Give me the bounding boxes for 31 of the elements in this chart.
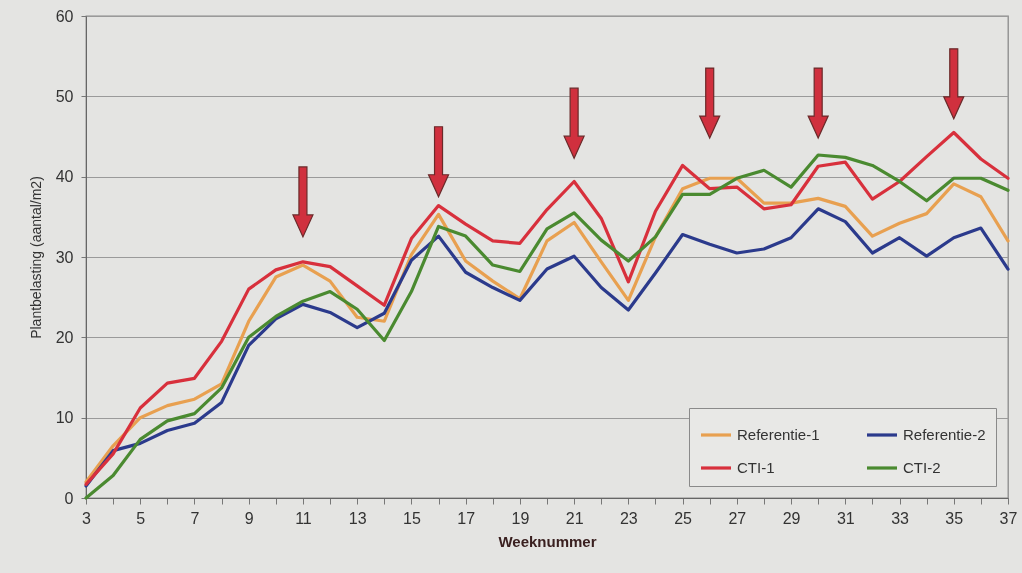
x-tick-label: 9 bbox=[244, 509, 254, 527]
x-axis-title: Weeknummer bbox=[498, 532, 597, 550]
x-tick-label: 5 bbox=[136, 509, 146, 527]
x-tick-label: 23 bbox=[619, 509, 638, 527]
y-tick-label: 10 bbox=[55, 409, 74, 427]
y-tick-label: 60 bbox=[55, 7, 74, 25]
x-tick-label: 3 bbox=[82, 509, 92, 527]
legend-label: Referentie-1 bbox=[737, 426, 820, 443]
y-tick-label: 0 bbox=[64, 489, 74, 507]
y-axis-title: Plantbelasting (aantal/m2) bbox=[27, 176, 44, 339]
y-tick-label: 30 bbox=[55, 248, 74, 266]
y-tick-label: 50 bbox=[55, 87, 74, 105]
y-tick-label: 20 bbox=[55, 328, 74, 346]
legend-label: Referentie-2 bbox=[903, 426, 986, 443]
x-tick-label: 13 bbox=[348, 509, 367, 527]
x-tick-label: 35 bbox=[945, 509, 964, 527]
legend-label: CTI-1 bbox=[737, 459, 775, 476]
x-tick-label: 31 bbox=[836, 509, 855, 527]
x-tick-label: 21 bbox=[565, 509, 584, 527]
y-tick-label: 40 bbox=[55, 168, 74, 186]
x-tick-label: 37 bbox=[999, 509, 1018, 527]
x-tick-label: 15 bbox=[403, 509, 421, 527]
legend-label: CTI-2 bbox=[903, 459, 941, 476]
x-tick-label: 27 bbox=[728, 509, 747, 527]
x-tick-label: 11 bbox=[295, 509, 312, 527]
x-tick-label: 33 bbox=[891, 509, 910, 527]
x-tick-label: 7 bbox=[190, 509, 200, 527]
x-tick-label: 17 bbox=[457, 509, 476, 527]
x-tick-label: 19 bbox=[511, 509, 530, 527]
x-tick-label: 29 bbox=[782, 509, 801, 527]
x-tick-label: 25 bbox=[674, 509, 693, 527]
